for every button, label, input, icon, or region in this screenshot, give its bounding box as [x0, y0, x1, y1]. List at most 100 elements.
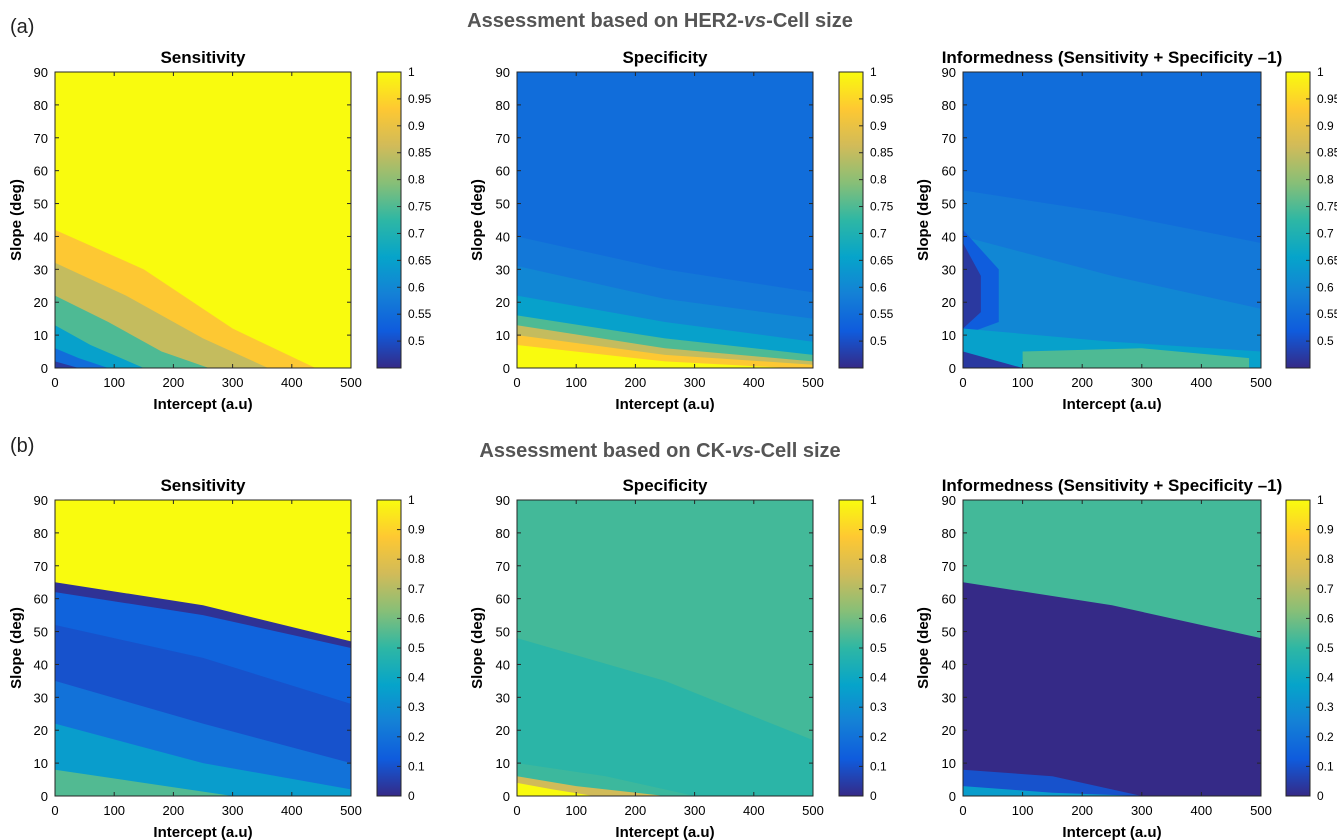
y-tick-label: 20 — [34, 295, 48, 310]
colorbar-tick-label: 0 — [870, 789, 877, 803]
x-tick-label: 500 — [340, 803, 362, 818]
y-tick-label: 70 — [496, 131, 510, 146]
heatmap-regions — [963, 500, 1261, 796]
colorbar-tick-label: 0.65 — [408, 253, 432, 267]
y-tick-label: 60 — [34, 592, 48, 607]
y-tick-label: 80 — [942, 98, 956, 113]
y-tick-label: 50 — [942, 625, 956, 640]
y-tick-label: 90 — [496, 493, 510, 508]
colorbar-tick-label: 0.2 — [408, 730, 425, 744]
colorbar-tick-label: 0.5 — [1317, 641, 1334, 655]
colorbar-tick-label: 0.55 — [408, 307, 432, 321]
y-tick-label: 20 — [34, 723, 48, 738]
x-tick-label: 500 — [802, 803, 824, 818]
colorbar-tick-label: 0.5 — [870, 641, 887, 655]
colorbar-tick-label: 0 — [1317, 789, 1324, 803]
colorbar-tick-label: 0.7 — [1317, 582, 1334, 596]
colorbar-tick-label: 1 — [870, 493, 877, 507]
heatmap-0-1: 0 100 200 300 400 500 0 10 20 30 40 50 60 70 80 90 Speci… — [469, 48, 894, 413]
axes-box — [962, 71, 1262, 369]
colorbar-tick-label: 0.85 — [1317, 146, 1337, 160]
y-tick-label: 90 — [942, 65, 956, 80]
x-tick-label: 100 — [103, 803, 125, 818]
colorbar-tick-label: 0.7 — [1317, 226, 1334, 240]
colorbar-tick-label: 0.95 — [408, 92, 432, 106]
y-tick-label: 60 — [496, 164, 510, 179]
y-tick-label: 40 — [34, 657, 48, 672]
y-tick-label: 70 — [942, 131, 956, 146]
colorbar-tick-label: 0.1 — [870, 759, 887, 773]
colorbar-tick-label: 0.5 — [408, 334, 425, 348]
colorbar-tick-label: 0.9 — [408, 119, 425, 133]
colorbar-tick-label: 0.1 — [1317, 759, 1334, 773]
colorbar-tick-label: 0.9 — [870, 523, 887, 537]
y-tick-label: 60 — [34, 164, 48, 179]
heatmap-regions — [517, 72, 813, 368]
y-tick-label: 50 — [34, 625, 48, 640]
x-tick-label: 0 — [513, 803, 520, 818]
x-tick-label: 500 — [802, 375, 824, 390]
colorbar-tick-label: 0.95 — [870, 92, 894, 106]
y-tick-label: 50 — [496, 625, 510, 640]
y-tick-label: 50 — [34, 197, 48, 212]
colorbar-tick-label: 0.75 — [408, 200, 432, 214]
colorbar-tick-label: 0.3 — [870, 700, 887, 714]
y-tick-label: 50 — [496, 197, 510, 212]
y-axis-label: Slope (deg) — [469, 607, 486, 689]
colorbar-tick-label: 0.3 — [408, 700, 425, 714]
axes-box — [516, 499, 814, 797]
contour-region — [517, 638, 813, 796]
colorbar-tick-label: 0.7 — [870, 582, 887, 596]
x-tick-label: 0 — [513, 375, 520, 390]
x-tick-label: 400 — [1191, 803, 1213, 818]
x-axis-label: Intercept (a.u) — [153, 396, 252, 413]
colorbar-tick-label: 0.8 — [408, 173, 425, 187]
x-tick-label: 300 — [1131, 803, 1153, 818]
row-title-1: Assessment based on CK-vs-Cell size — [479, 440, 840, 462]
y-tick-label: 70 — [942, 559, 956, 574]
y-tick-label: 0 — [949, 361, 956, 376]
x-tick-label: 100 — [565, 375, 587, 390]
colorbar-tick-label: 0.55 — [1317, 307, 1337, 321]
y-tick-label: 90 — [34, 65, 48, 80]
contour-region — [517, 782, 594, 796]
heatmap-1-0: 0 100 200 300 400 5000102030405060708090Sensi… — [8, 476, 425, 840]
colorbar-tick-label: 0.4 — [870, 671, 887, 685]
y-tick-label: 30 — [34, 262, 48, 277]
colorbar-tick-label: 0.2 — [870, 730, 887, 744]
contour-region — [55, 325, 144, 368]
colorbar-tick-label: 0.6 — [1317, 611, 1334, 625]
y-tick-label: 70 — [34, 131, 48, 146]
heatmap-regions — [55, 500, 351, 796]
colorbar-tick-label: 1 — [408, 65, 415, 79]
y-tick-label: 20 — [942, 723, 956, 738]
y-tick-label: 40 — [942, 229, 956, 244]
contour-region — [963, 582, 1261, 796]
colorbar: 0.5 0.55 0.6 0.65 0.7 0.75 0.8 0.85 0.9 0.95 1 — [1285, 65, 1337, 369]
y-tick-label: 40 — [34, 229, 48, 244]
colorbar-tick-label: 1 — [870, 65, 877, 79]
x-tick-label: 300 — [684, 375, 706, 390]
x-tick-label: 400 — [281, 375, 303, 390]
colorbar-gradient — [376, 71, 402, 369]
colorbar: 0.5 0.55 0.6 0.65 0.7 0.75 0.8 0.85 0.9 0.95 1 — [838, 65, 894, 369]
colorbar-tick-label: 0.3 — [1317, 700, 1334, 714]
x-tick-label: 100 — [565, 803, 587, 818]
x-tick-label: 400 — [1191, 375, 1213, 390]
colorbar-tick-label: 0 — [408, 789, 415, 803]
axes-title: Sensitivity — [160, 476, 246, 495]
colorbar-tick-label: 0.8 — [1317, 552, 1334, 566]
y-tick-label: 10 — [34, 756, 48, 771]
colorbar-gradient — [838, 71, 864, 369]
colorbar: 0.5 0.55 0.6 0.65 0.7 0.75 0.8 0.85 0.9 0.95 1 — [376, 65, 432, 369]
colorbar-tick-label: 0.4 — [1317, 671, 1334, 685]
colorbar-tick-label: 0.65 — [1317, 253, 1337, 267]
y-tick-label: 40 — [496, 657, 510, 672]
colorbar-tick-label: 0.6 — [870, 280, 887, 294]
contour-region — [55, 361, 79, 368]
colorbar-tick-label: 0.5 — [408, 641, 425, 655]
y-axis-label: Slope (deg) — [8, 179, 25, 261]
colorbar-tick-label: 0.55 — [870, 307, 894, 321]
colorbar-tick-label: 0.75 — [870, 200, 894, 214]
